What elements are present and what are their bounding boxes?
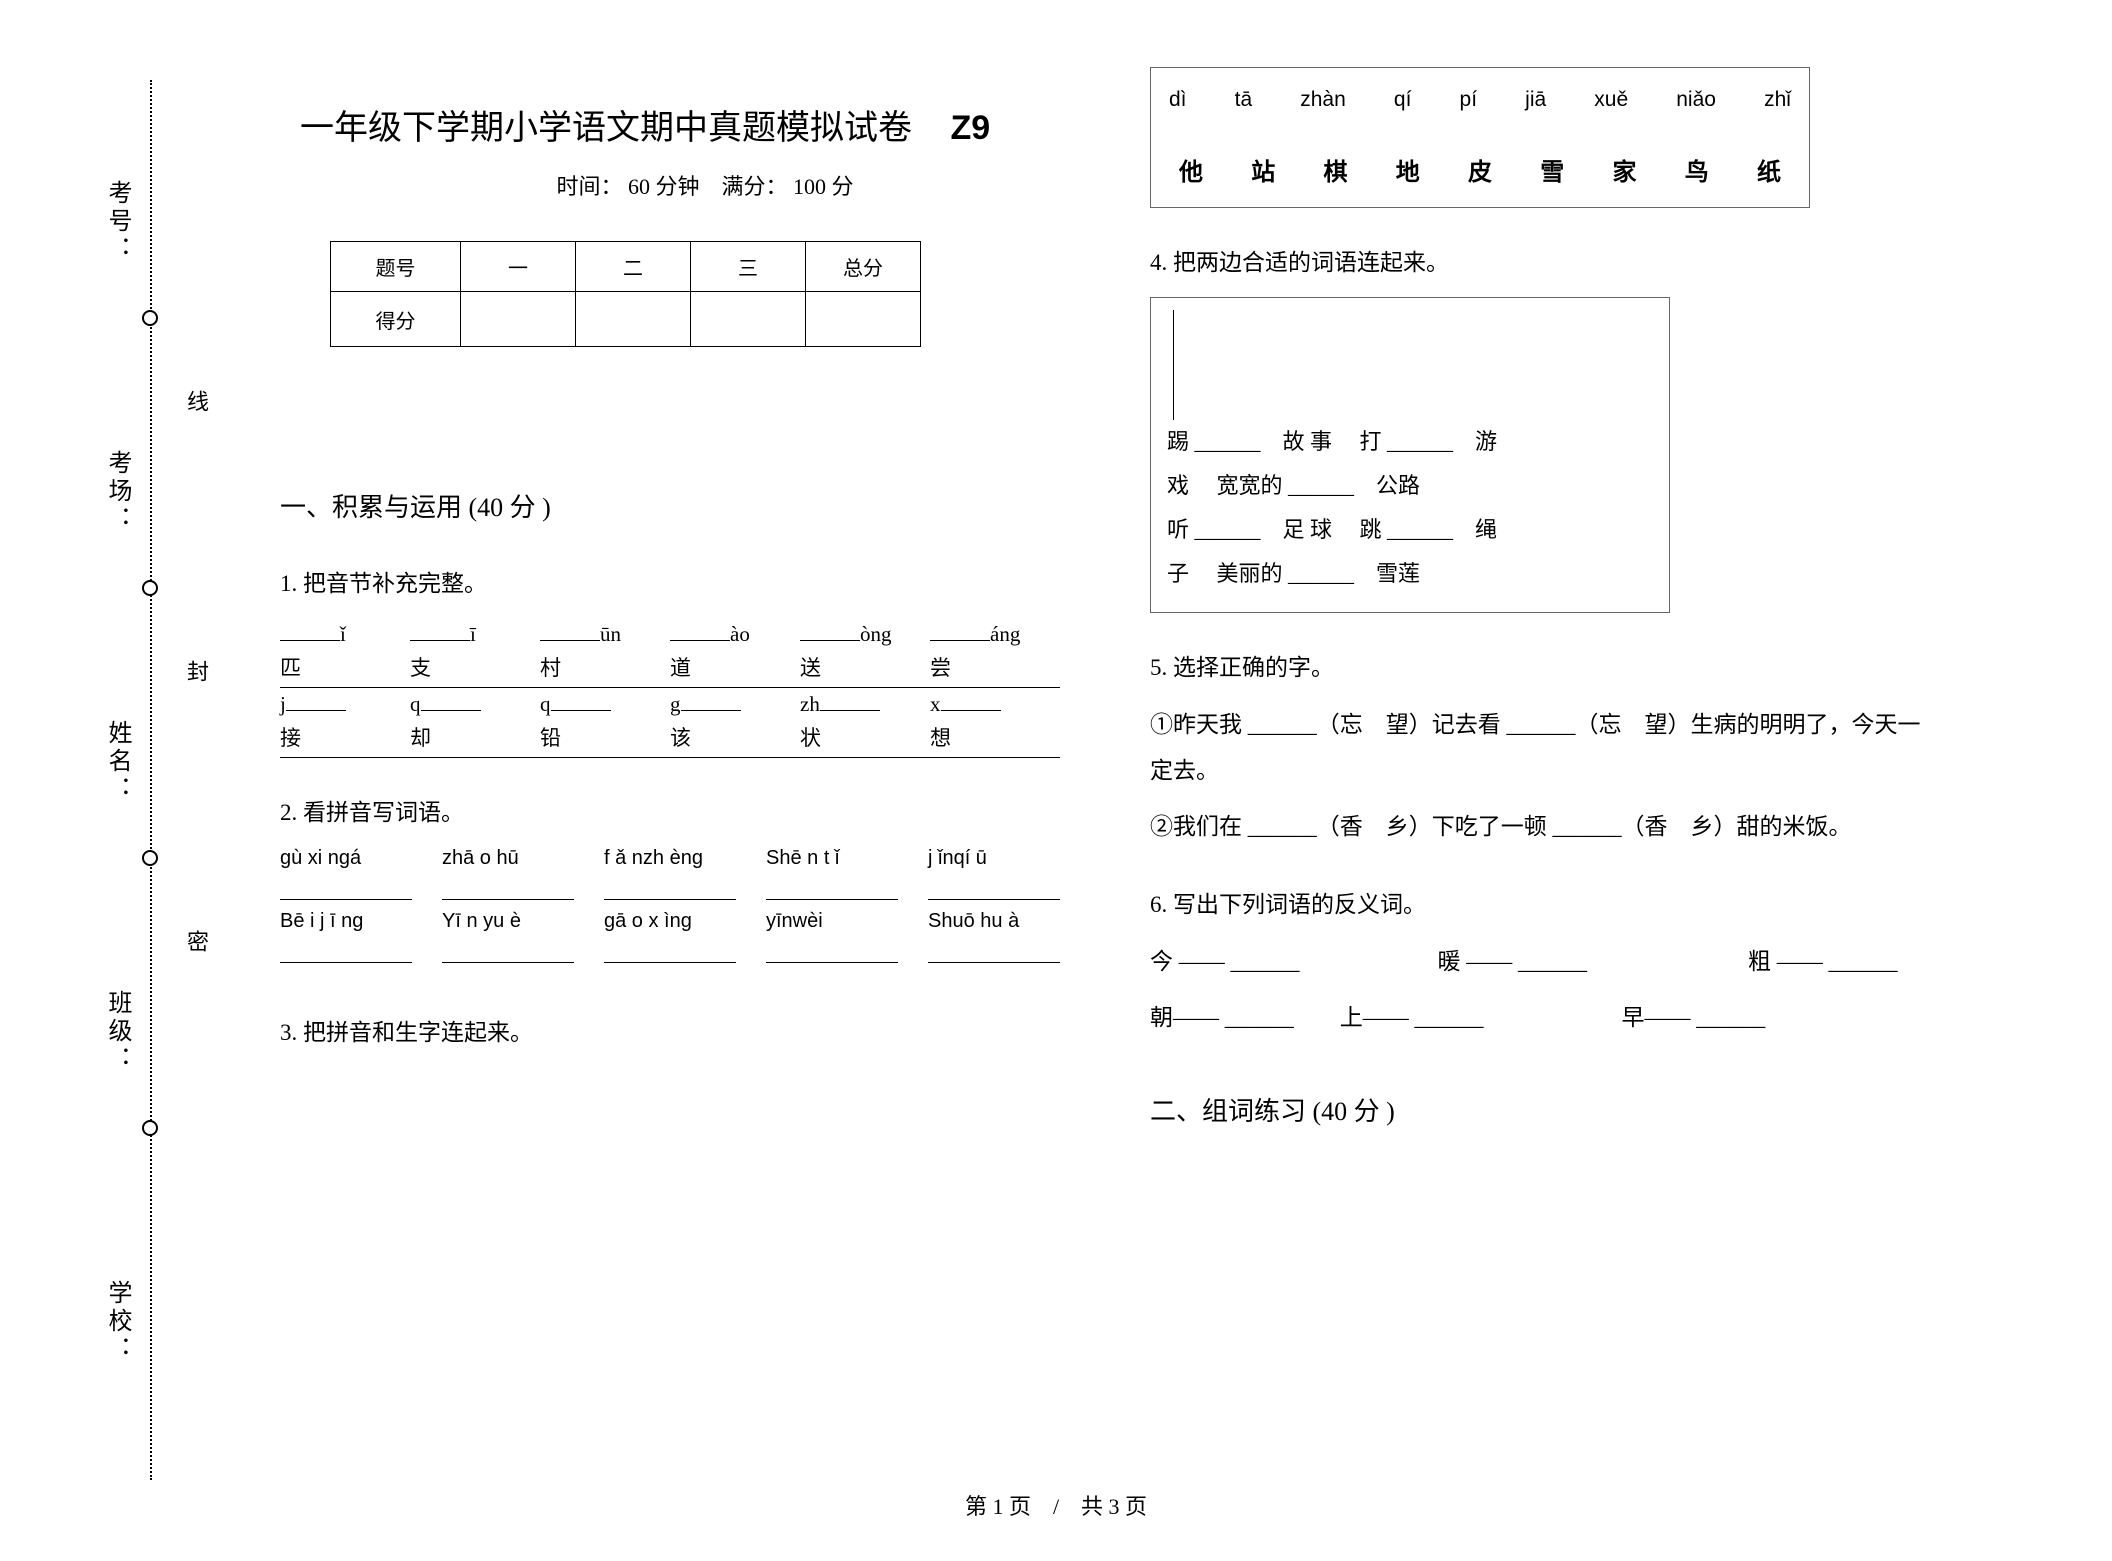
blank[interactable] (551, 690, 611, 711)
td: 得分 (331, 292, 461, 347)
blank[interactable] (928, 876, 1060, 900)
section-heading: 一、积累与运用 (40 分 ) (280, 487, 1060, 524)
binding-sidebar: 考号： 考场： 姓名： 班级： 学校： 线 封 密 (100, 80, 180, 1480)
page-content: 一年级下学期小学语文期中真题模拟试卷 Z9 时间： 60 分钟 满分： 100 … (280, 100, 2030, 1168)
blank[interactable] (280, 620, 340, 641)
q5-title: 5. 选择正确的字。 (1150, 648, 1930, 682)
q1-row1-chars: 匹 支 村 道 送 尝 (280, 652, 1060, 689)
inner-label: 封 (180, 660, 212, 702)
inner-label: 线 (180, 390, 212, 432)
blank[interactable] (540, 620, 600, 641)
th: 三 (691, 242, 806, 292)
blank[interactable] (681, 690, 741, 711)
score-cell[interactable] (461, 292, 576, 347)
two-columns: 一、积累与运用 (40 分 ) 1. 把音节补充完整。 ǐ ī ūn ào òn… (280, 367, 2030, 1168)
q1-row1-pinyin: ǐ ī ūn ào òng áng (280, 618, 1060, 652)
sidebar-label: 姓名： (100, 720, 135, 804)
punch-hole (142, 310, 158, 326)
section2-heading: 二、组词练习 (40 分 ) (1150, 1091, 1930, 1128)
left-column: 一、积累与运用 (40 分 ) 1. 把音节补充完整。 ǐ ī ūn ào òn… (280, 367, 1060, 1168)
q4-title: 4. 把两边合适的词语连起来。 (1150, 243, 1930, 277)
th: 题号 (331, 242, 461, 292)
char-line: 他 站 棋 地 皮 雪 家 鸟 纸 (1169, 152, 1791, 187)
inner-label: 密 (180, 930, 212, 972)
vline (1173, 310, 1174, 420)
q1-row2-chars: 接 却 铅 该 状 想 (280, 722, 1060, 759)
punch-hole (142, 580, 158, 596)
exam-code: Z9 (951, 109, 991, 147)
right-column: dì tā zhàn qí pí jiā xuě niǎo zhǐ 他 站 棋 … (1150, 67, 1930, 1168)
blank[interactable] (800, 620, 860, 641)
score-table: 题号 一 二 三 总分 得分 (330, 241, 921, 347)
blank[interactable] (604, 876, 736, 900)
q4-box: 踢 ______ 故 事 打 ______ 游 戏 宽宽的 ______ 公路 … (1150, 297, 1670, 613)
page-footer: 第 1 页 / 共 3 页 (965, 1489, 1147, 1521)
blank[interactable] (766, 876, 898, 900)
blank[interactable] (280, 876, 412, 900)
blank[interactable] (930, 620, 990, 641)
punch-hole (142, 1120, 158, 1136)
blank[interactable] (280, 939, 412, 963)
blank[interactable] (604, 939, 736, 963)
blank[interactable] (766, 939, 898, 963)
th: 一 (461, 242, 576, 292)
q6-line1: 今 —— ______ 暖 —— ______ 粗 —— ______ (1150, 939, 1930, 985)
q4-line: 踢 ______ 故 事 打 ______ 游 (1167, 420, 1653, 464)
dotted-line (150, 80, 152, 1480)
sidebar-label: 考场： (100, 450, 135, 534)
sidebar-label: 班级： (100, 990, 135, 1074)
score-cell[interactable] (806, 292, 921, 347)
q6-title: 6. 写出下列词语的反义词。 (1150, 885, 1930, 919)
q2-title: 2. 看拼音写词语。 (280, 793, 1060, 827)
punch-hole (142, 850, 158, 866)
q5-line1: ①昨天我 ______（忘 望）记去看 ______（忘 望）生病的明明了，今天… (1150, 702, 1930, 794)
q4-line: 子 美丽的 ______ 雪莲 (1167, 552, 1653, 596)
blank[interactable] (442, 939, 574, 963)
q3-title: 3. 把拼音和生字连起来。 (280, 1013, 1060, 1047)
q6-line2: 朝—— ______ 上—— ______ 早—— ______ (1150, 995, 1930, 1041)
q4-line: 戏 宽宽的 ______ 公路 (1167, 464, 1653, 508)
blank[interactable] (820, 690, 880, 711)
q1-row2-pinyin: j q q g zh x (280, 688, 1060, 722)
sidebar-label: 学校： (100, 1280, 135, 1364)
blank[interactable] (286, 690, 346, 711)
th: 总分 (806, 242, 921, 292)
blank[interactable] (928, 939, 1060, 963)
pinyin-char-box: dì tā zhàn qí pí jiā xuě niǎo zhǐ 他 站 棋 … (1150, 67, 1810, 208)
blank[interactable] (442, 876, 574, 900)
blank[interactable] (421, 690, 481, 711)
title-text: 一年级下学期小学语文期中真题模拟试卷 (300, 110, 912, 147)
score-cell[interactable] (576, 292, 691, 347)
q4-line: 听 ______ 足 球 跳 ______ 绳 (1167, 508, 1653, 552)
blank[interactable] (670, 620, 730, 641)
q5-line2: ②我们在 ______（香 乡）下吃了一顿 ______（香 乡）甜的米饭。 (1150, 804, 1930, 850)
pinyin-line: dì tā zhàn qí pí jiā xuě niǎo zhǐ (1169, 88, 1791, 112)
blank[interactable] (410, 620, 470, 641)
score-cell[interactable] (691, 292, 806, 347)
q1-title: 1. 把音节补充完整。 (280, 564, 1060, 598)
q2-grid: gù xi ngá zhā o hū f ǎ nzh èng Shē n t ǐ… (280, 847, 1060, 963)
blank[interactable] (941, 690, 1001, 711)
th: 二 (576, 242, 691, 292)
